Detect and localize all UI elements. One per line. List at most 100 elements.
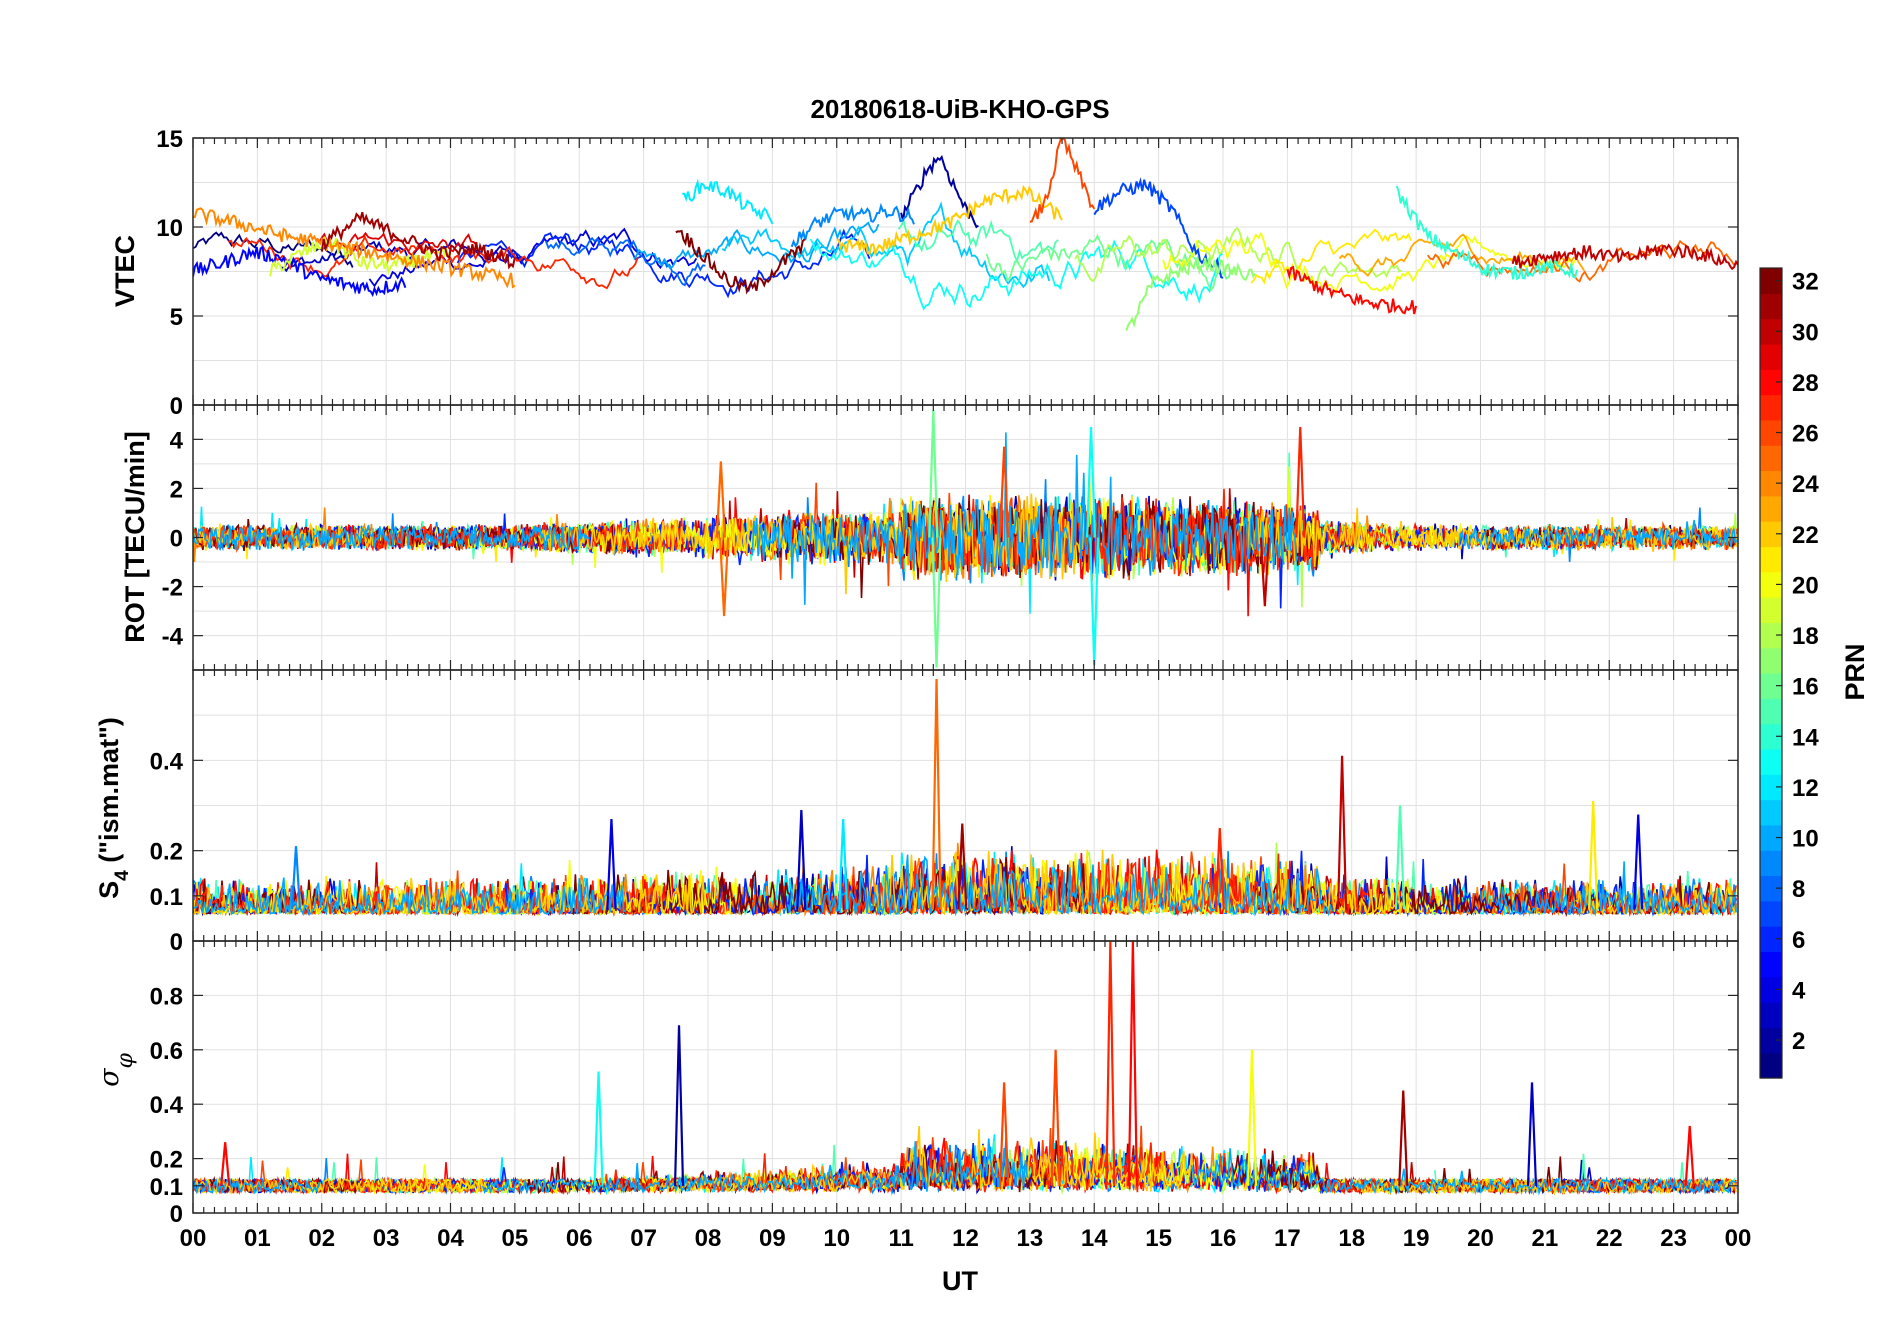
colorbar-swatch (1760, 293, 1782, 320)
x-tick-label: 09 (759, 1225, 786, 1252)
colorbar-swatch (1760, 597, 1782, 623)
trace-prn-10 (193, 877, 626, 917)
spike-prn-26 (999, 1082, 1010, 1186)
x-tick-label: 11 (888, 1225, 913, 1252)
panel-vtec: 0 5 10 15 (156, 126, 1739, 420)
colorbar-tick-label: 12 (1792, 775, 1819, 802)
colorbar-swatch (1760, 394, 1782, 421)
x-tick-label: 23 (1660, 1225, 1687, 1252)
x-tick-label: 20 (1467, 1225, 1494, 1252)
colorbar-tick-label: 10 (1792, 826, 1819, 853)
colorbar-tick-label: 4 (1792, 977, 1806, 1004)
x-tick-label: 15 (1145, 1225, 1172, 1252)
rot-axis-label: ROT [TECU/min] (120, 431, 150, 642)
trace-prn-10 (1190, 1148, 1737, 1196)
vtec-series-prn-22 (836, 184, 1063, 257)
x-tick-label: 12 (952, 1225, 979, 1252)
sigma-phi-axis-label: σφ (94, 1052, 138, 1086)
colorbar-swatch (1760, 445, 1782, 472)
colorbar-swatch (1760, 976, 1782, 1003)
colorbar-frame (1759, 267, 1783, 1079)
y-tick-label: -2 (162, 575, 183, 602)
colorbar-swatch (1760, 268, 1782, 294)
data-layer (193, 409, 1738, 668)
vtec-trace-prn-8 (544, 236, 706, 287)
colorbar-swatch (1760, 1027, 1782, 1054)
vtec-series-prn-14 (1395, 185, 1579, 281)
spike-prn-25 (931, 679, 942, 910)
vtec-trace-prn-21 (1250, 228, 1412, 285)
spike-prn-13 (593, 1071, 604, 1186)
vtec-series-prn-30 (1511, 243, 1738, 271)
x-tick-label: 01 (244, 1225, 271, 1252)
colorbar-swatch (1760, 875, 1782, 902)
vtec-trace-prn-13 (809, 238, 1223, 311)
data-layer (193, 138, 1738, 331)
trace-prn-10 (481, 1138, 1029, 1195)
spike-prn-2 (673, 1025, 685, 1186)
y-tick-label: 0 (170, 526, 183, 553)
colorbar-swatch (1760, 748, 1782, 775)
spike-prn-27 (1295, 427, 1306, 538)
spike-prn-28 (1127, 941, 1138, 1186)
x-tick-label: 22 (1596, 1225, 1623, 1252)
colorbar-tick-label: 30 (1792, 319, 1819, 346)
x-tick-label: 08 (695, 1225, 722, 1252)
vtec-series-prn-24 (193, 207, 516, 289)
vtec-trace-prn-15 (897, 218, 1059, 264)
spike-prn-16 (931, 537, 942, 668)
spike-prn-27 (1105, 941, 1116, 1186)
trace-prn-10 (193, 523, 590, 553)
y-tick-label: -4 (162, 624, 184, 651)
y-tick-label: 0.8 (150, 983, 183, 1010)
y-tick-label: 2 (170, 476, 183, 503)
trace-prn-27 (819, 853, 1368, 917)
colorbar-tick-label: 24 (1792, 471, 1819, 498)
x-tick-label: 13 (1017, 1225, 1044, 1252)
colorbar-swatch (1760, 774, 1782, 801)
data-layer (193, 941, 1737, 1196)
x-tick-label: 00 (180, 1225, 207, 1252)
spike-prn-3 (796, 809, 807, 910)
colorbar-swatch (1760, 951, 1782, 978)
spike-prn-30 (1259, 537, 1270, 607)
panel-sigma-phi: 00.10.2 0.4 0.6 0.8 00 01 02 03 04 05 06 07 08 09 10 11… (150, 940, 1752, 1252)
colorbar-tick-label: 28 (1792, 370, 1819, 397)
x-tick-label: 07 (630, 1225, 657, 1252)
spike-prn-30 (1336, 755, 1348, 910)
y-tick-label: 5 (170, 304, 183, 331)
vtec-series-prn-5 (193, 245, 407, 298)
x-tick-label: 17 (1274, 1225, 1301, 1252)
x-tick-label: 00 (1725, 1225, 1752, 1252)
trace-prn-10 (1495, 861, 1737, 918)
colorbar-swatch (1760, 1002, 1782, 1028)
spike-prn-3 (1526, 1082, 1538, 1186)
colorbar-swatch (1760, 470, 1782, 497)
spike-prn-31 (1398, 1090, 1409, 1186)
y-tick-label: 0.1 (150, 884, 183, 911)
vtec-trace-prn-3 (280, 237, 524, 273)
spike-prn-31 (957, 823, 968, 910)
x-tick-label: 04 (437, 1225, 464, 1252)
colorbar-tick-label: 22 (1792, 522, 1819, 549)
s4-axis-label: S4 ("ism.mat") (94, 717, 133, 899)
colorbar-tick-label: 6 (1792, 927, 1805, 954)
y-tick-label: 0.6 (150, 1038, 183, 1065)
y-tick-label: 0.4 (150, 1092, 184, 1119)
colorbar-swatch (1760, 900, 1782, 927)
colorbar-swatch (1760, 495, 1782, 522)
x-tick-label: 14 (1081, 1225, 1108, 1252)
colorbar-tick-label: 16 (1792, 674, 1819, 701)
trace-prn-10 (750, 432, 1299, 605)
colorbar-tick-label: 26 (1792, 421, 1819, 448)
vtec-trace-prn-10 (633, 221, 880, 270)
vtec-series-prn-17 (1125, 254, 1257, 331)
spike-prn-20 (1246, 1049, 1258, 1186)
colorbar-swatch (1760, 723, 1782, 750)
colorbar-swatch (1760, 698, 1782, 725)
vtec-trace-prn-18 (1074, 226, 1403, 287)
panel-rot: -4 -2 0 2 4 (162, 404, 1739, 671)
spike-prn-26 (999, 446, 1010, 538)
spike-prn-15 (1394, 805, 1406, 910)
